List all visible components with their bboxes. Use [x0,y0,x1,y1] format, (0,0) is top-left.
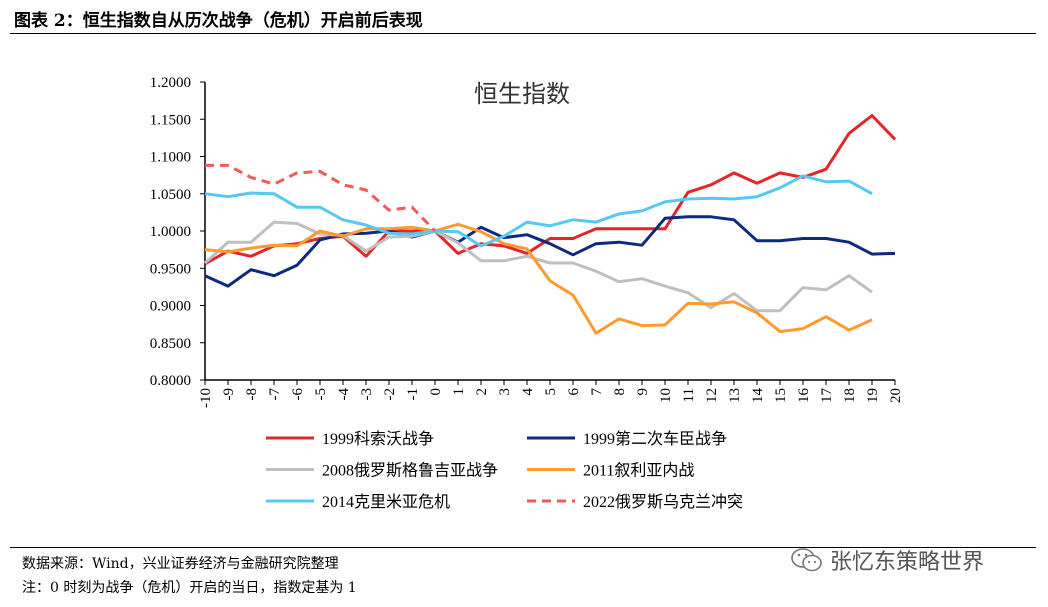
legend-label: 1999第二次车臣战争 [583,430,727,448]
y-tick-label: 1.0000 [150,224,191,240]
legend-label: 2008俄罗斯格鲁吉亚战争 [322,462,498,480]
x-tick-label: 12 [704,388,720,403]
wechat-icon [791,548,822,572]
series-line-4 [204,174,873,248]
y-tick-label: 1.1000 [150,150,191,166]
x-tick-label: -5 [313,388,329,401]
x-tick-label: -4 [336,388,352,401]
y-tick-label: 1.2000 [150,75,191,91]
legend-label: 1999科索沃战争 [322,430,434,448]
x-tick-label: 13 [727,388,743,403]
x-tick-label: 9 [635,388,651,396]
x-tick-label: 16 [796,388,812,404]
legend-label: 2022俄罗斯乌克兰冲突 [583,493,743,511]
y-tick-label: 0.9500 [150,261,191,277]
y-tick-label: 0.8500 [150,336,191,352]
x-tick-label: -6 [290,388,306,401]
y-tick-label: 0.9000 [150,299,191,315]
series-line-5 [205,163,437,233]
x-tick-label: -9 [221,388,237,401]
x-tick-label: -2 [382,388,398,401]
x-tick-label: -7 [267,388,283,401]
watermark: 张忆东策略世界 [790,544,984,576]
footer-divider [10,547,1036,548]
x-tick-label: 17 [819,388,835,404]
watermark-text: 张忆东策略世界 [830,550,985,575]
x-tick-label: 0 [428,388,444,396]
y-tick-label: 1.1500 [150,112,191,128]
x-tick-label: 18 [842,388,858,403]
note-text: 注：0 时刻为战争（危机）开启的当日，指数定基为 1 [22,580,357,596]
x-tick-label: 19 [865,388,881,403]
source-text: 数据来源：Wind，兴业证券经济与金融研究院整理 [22,556,339,572]
y-tick-label: 0.8000 [150,373,191,389]
x-tick-label: 6 [566,388,582,396]
legend-label: 2011叙利亚内战 [583,462,694,480]
x-tick-label: 2 [474,388,490,396]
x-tick-label: 5 [543,388,559,396]
series-line-1 [204,215,896,288]
series-line-3 [204,222,873,335]
x-tick-label: 3 [497,388,513,396]
x-tick-label: 8 [612,388,628,396]
chart-title: 恒生指数 [474,81,570,108]
figure-caption: 图表 2：恒生指数自从历次战争（危机）开启前后表现 [14,11,423,31]
legend-label: 2014克里米亚危机 [322,493,450,511]
y-tick-label: 1.0500 [150,187,191,203]
x-tick-label: 14 [750,388,766,404]
x-tick-label: 20 [888,388,904,403]
x-tick-label: -10 [198,388,214,408]
x-tick-label: -3 [359,388,375,401]
series-line-0 [204,114,897,266]
x-tick-label: 1 [451,388,467,396]
header-divider [10,33,1036,34]
x-tick-label: 11 [681,388,697,402]
x-tick-label: 15 [773,388,789,403]
x-tick-label: -8 [244,388,260,401]
x-tick-label: 7 [589,388,605,396]
x-tick-label: 10 [658,388,674,403]
x-tick-label: -1 [405,388,421,401]
x-tick-label: 4 [520,388,536,396]
